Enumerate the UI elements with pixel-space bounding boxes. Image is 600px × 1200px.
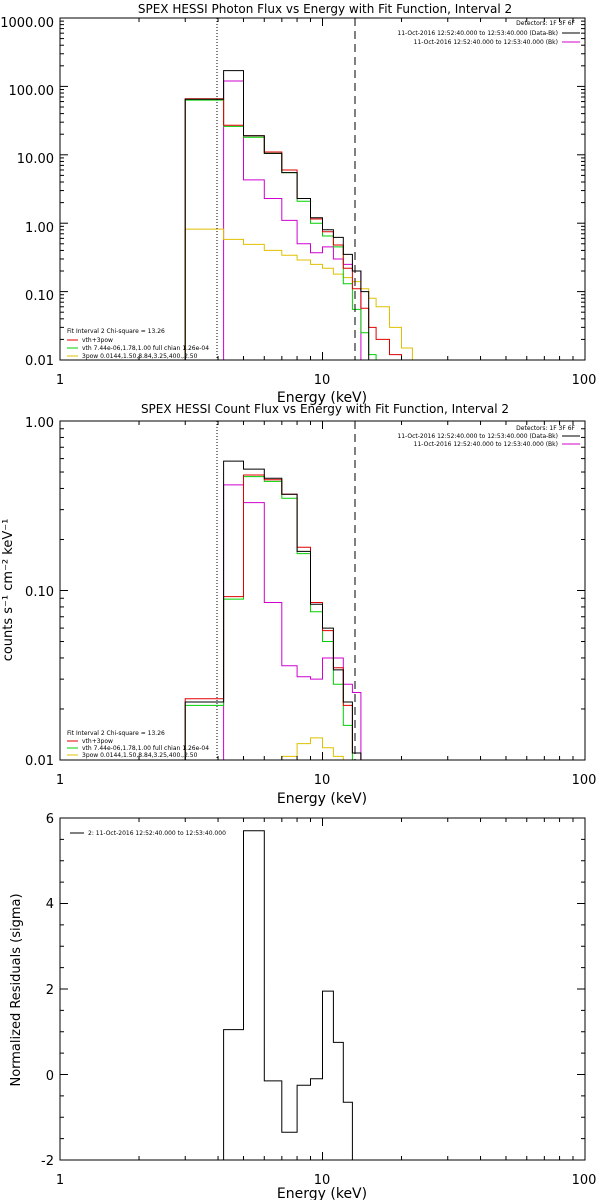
photon-flux-xtick-10: 10	[314, 373, 331, 388]
residuals-legend-label: 2: 11-Oct-2016 12:52:40.000 to 12:53:40.…	[88, 830, 226, 837]
photon-flux-xlabel: Energy (keV)	[277, 390, 367, 406]
photon-flux-ytick-10.00: 10.00	[17, 152, 54, 167]
photon-flux-header-line-2: 11-Oct-2016 12:52:40.000 to 12:53:40.000…	[414, 39, 558, 46]
count-flux-ytick-0.10: 0.10	[25, 585, 54, 600]
count-flux-header-line-1: 11-Oct-2016 12:52:40.000 to 12:53:40.000…	[397, 433, 558, 440]
count-flux-series-data-bk	[184, 460, 362, 760]
photon-flux-ytick-1.00: 1.00	[25, 221, 54, 236]
count-flux-series-bk	[223, 484, 362, 760]
residuals-ytick-4: 4	[46, 897, 54, 912]
count-flux-title: SPEX HESSI Count Flux vs Energy with Fit…	[141, 402, 509, 416]
photon-flux-series-bk	[223, 80, 362, 360]
residuals-ytick-0: 0	[46, 1069, 54, 1084]
photon-flux-series-group	[184, 70, 413, 360]
count-flux-xlabel: Energy (keV)	[277, 791, 367, 807]
residuals-ticks	[59, 817, 585, 1161]
residuals-panel: 1 10 100 -2 0 2 4 6 Normalized Residuals…	[9, 812, 596, 1200]
photon-flux-detectors: Detectors: 1F 3F 6F	[516, 20, 575, 27]
photon-flux-series-data-bk	[184, 70, 370, 360]
photon-flux-legend-label-3: 3pow 0.0144,1.50,8.84,3.25,400.,2.50	[82, 353, 198, 360]
count-flux-ytick-1.00: 1.00	[25, 416, 54, 431]
count-flux-ytick-0.01: 0.01	[25, 754, 54, 769]
photon-flux-legend-label-1: vth+3pow	[82, 337, 113, 344]
photon-flux-legend-title: Fit Interval 2 Chi-square = 13.26	[67, 328, 165, 335]
count-flux-legend-label-1: vth+3pow	[82, 738, 113, 745]
residuals-xtick-1: 1	[56, 1173, 64, 1188]
photon-flux-ytick-0.01: 0.01	[25, 354, 54, 369]
residuals-ytick-6: 6	[46, 812, 54, 827]
count-flux-series-group	[184, 460, 362, 761]
count-flux-series-vth-3pow	[184, 474, 362, 760]
count-flux-panel: SPEX HESSI Count Flux vs Energy with Fit…	[1, 402, 596, 807]
residuals-series-group	[223, 830, 361, 1161]
count-flux-xtick-10: 10	[314, 773, 331, 788]
photon-flux-xtick-100: 100	[572, 373, 597, 388]
residuals-xtick-10: 10	[314, 1173, 331, 1188]
photon-flux-ytick-1000.00: 1000.00	[0, 16, 54, 31]
count-flux-legend-label-2: vth 7.44e-06,1.78,1.00 full chian 1.26e-…	[82, 745, 209, 752]
photon-flux-series-3pow	[184, 228, 413, 360]
residuals-ytick-2: 2	[46, 983, 54, 998]
residuals-series-residuals	[223, 830, 361, 1161]
count-flux-ticks	[59, 420, 585, 761]
photon-flux-header-line-1: 11-Oct-2016 12:52:40.000 to 12:53:40.000…	[397, 30, 558, 37]
photon-flux-ticks	[59, 17, 585, 361]
count-flux-legend-title: Fit Interval 2 Chi-square = 13.26	[67, 730, 165, 737]
residuals-ylabel: Normalized Residuals (sigma)	[9, 893, 24, 1086]
residuals-ytick-neg2: -2	[41, 1154, 54, 1169]
count-flux-xtick-1: 1	[56, 773, 64, 788]
count-flux-header-line-2: 11-Oct-2016 12:52:40.000 to 12:53:40.000…	[414, 441, 558, 448]
photon-flux-panel: SPEX HESSI Photon Flux vs Energy with Fi…	[0, 2, 596, 406]
photon-flux-ytick-100.00: 100.00	[9, 84, 55, 99]
count-flux-legend-label-3: 3pow 0.0144,1.50,8.84,3.25,400.,2.50	[82, 752, 198, 759]
count-flux-detectors: Detectors: 1F 3F 6F	[516, 425, 575, 432]
residuals-xtick-100: 100	[572, 1173, 597, 1188]
photon-flux-xtick-1: 1	[56, 373, 64, 388]
count-flux-ylabel: counts s⁻¹ cm⁻² keV⁻¹	[1, 519, 16, 662]
count-flux-xtick-100: 100	[572, 773, 597, 788]
photon-flux-ytick-0.10: 0.10	[25, 289, 54, 304]
residuals-xlabel: Energy (keV)	[277, 1186, 367, 1200]
photon-flux-title: SPEX HESSI Photon Flux vs Energy with Fi…	[138, 2, 512, 16]
photon-flux-legend-label-2: vth 7.44e-06,1.78,1.00 full chian 1.26e-…	[82, 345, 209, 352]
